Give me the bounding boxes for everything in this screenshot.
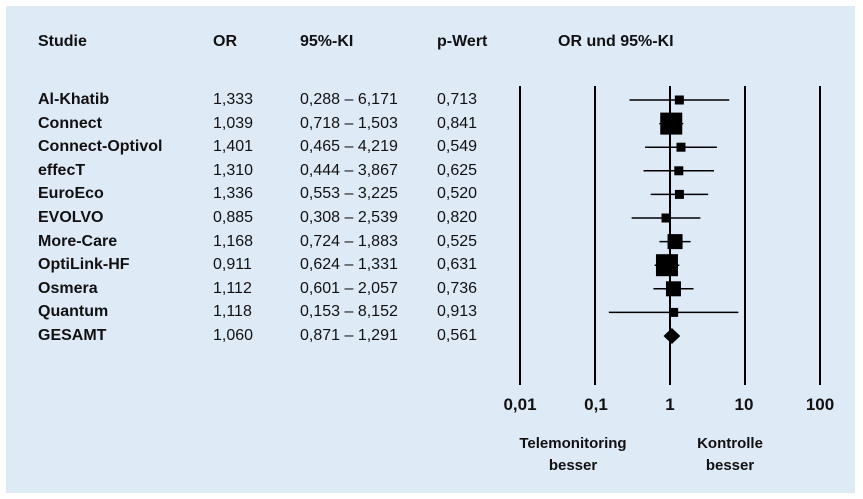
row-ci: 0,624 – 1,331 [300, 256, 398, 274]
or-point-marker [676, 142, 686, 152]
note-left-line2: besser [548, 457, 598, 474]
note-right-line1: Kontrolle [697, 435, 763, 452]
row-ci: 0,718 – 1,503 [300, 114, 398, 132]
row-study: OptiLink-HF [38, 256, 130, 274]
or-point-marker [674, 95, 684, 105]
row-or: 1,333 [213, 91, 254, 108]
or-point-marker [667, 234, 683, 250]
row-study: More-Care [38, 232, 118, 250]
row-p: 0,520 [437, 185, 478, 203]
header-or: OR [213, 33, 237, 50]
row-p: 0,913 [437, 303, 478, 321]
row-or: 1,039 [213, 114, 254, 132]
row-study: GESAMT [38, 327, 107, 344]
x-tick-label: 1 [665, 395, 675, 414]
row-study: Al-Khatib [38, 91, 110, 108]
row-or: 1,118 [213, 303, 252, 321]
row-or: 1,112 [213, 279, 252, 297]
row-ci: 0,308 – 2,539 [300, 209, 398, 226]
note-control-better: Kontrolle besser [670, 433, 790, 477]
x-tick-label: 0,01 [503, 395, 537, 414]
row-ci: 0,153 – 8,152 [300, 303, 398, 321]
row-ci: 0,871 – 1,291 [300, 327, 398, 344]
header-study: Studie [38, 33, 87, 50]
header-ci: 95%-KI [300, 33, 354, 50]
row-p: 0,820 [437, 209, 478, 226]
row-or: 0,885 [213, 209, 254, 226]
row-p: 0,841 [437, 114, 478, 132]
or-point-marker [674, 166, 684, 176]
row-p: 0,713 [437, 91, 478, 108]
row-study: Connect-Optivol [38, 138, 163, 156]
or-point-marker [665, 281, 681, 297]
row-or: 1,401 [213, 138, 254, 156]
row-ci: 0,288 – 6,171 [300, 91, 398, 108]
note-left-line1: Telemonitoring [519, 435, 627, 452]
or-point-marker [674, 189, 684, 199]
row-p: 0,625 [437, 161, 478, 179]
row-study: EVOLVO [38, 209, 104, 226]
note-right-line2: besser [705, 457, 755, 474]
row-ci: 0,601 – 2,057 [300, 279, 398, 297]
row-study: EuroEco [38, 185, 104, 203]
row-ci: 0,444 – 3,867 [300, 161, 398, 179]
x-tick-label: 10 [734, 395, 754, 414]
row-ci: 0,465 – 4,219 [300, 138, 398, 156]
row-study: Connect [38, 114, 102, 132]
row-or: 1,060 [213, 327, 254, 344]
header-p-value: p-Wert [437, 33, 488, 50]
row-or: 0,911 [213, 256, 252, 274]
row-or: 1,310 [213, 161, 254, 179]
row-p: 0,631 [437, 256, 478, 274]
x-tick-label: 0,1 [584, 395, 608, 414]
row-p: 0,549 [437, 138, 478, 156]
row-ci: 0,553 – 3,225 [300, 185, 398, 203]
pooled-diamond [663, 328, 681, 344]
row-p: 0,561 [437, 327, 478, 344]
row-ci: 0,724 – 1,883 [300, 232, 398, 250]
forest-plot-panel [6, 6, 855, 493]
or-point-marker [661, 213, 671, 223]
or-point-marker [660, 112, 683, 135]
row-or: 1,168 [213, 232, 254, 250]
note-telemonitoring-better: Telemonitoring besser [498, 433, 648, 477]
header-plot: OR und 95%-KI [558, 33, 674, 50]
row-study: Quantum [38, 303, 109, 321]
row-study: Osmera [38, 279, 98, 297]
row-p: 0,736 [437, 279, 478, 297]
x-tick-label: 100 [805, 395, 835, 414]
row-p: 0,525 [437, 232, 478, 250]
or-point-marker [669, 307, 679, 317]
or-point-marker [655, 254, 678, 277]
row-study: effecT [38, 161, 86, 179]
row-or: 1,336 [213, 185, 254, 203]
